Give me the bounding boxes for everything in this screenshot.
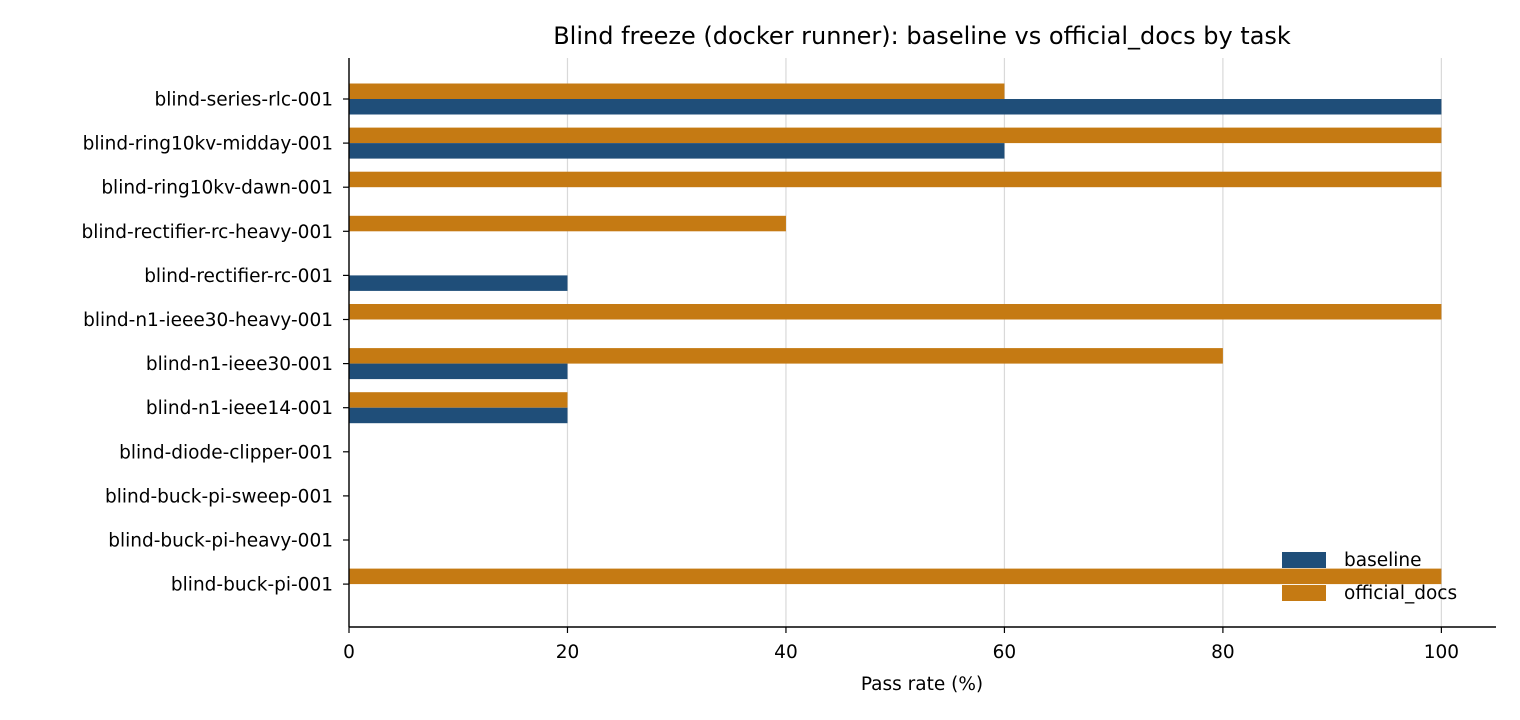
x-tick-label: 100 xyxy=(1424,642,1459,663)
y-tick-label: blind-ring10kv-dawn-001 xyxy=(101,178,333,199)
chart-title: Blind freeze (docker runner): baseline v… xyxy=(553,22,1291,50)
x-tick-label: 60 xyxy=(993,642,1017,663)
axes xyxy=(343,58,1496,633)
bar-official-docs xyxy=(349,304,1442,320)
bar-baseline xyxy=(349,363,568,380)
y-tick-label: blind-buck-pi-001 xyxy=(171,575,333,596)
bar-official-docs xyxy=(349,83,1005,99)
legend-swatch xyxy=(1282,585,1326,601)
legend: baseline official_docs xyxy=(1282,550,1457,604)
legend-swatch xyxy=(1282,552,1326,568)
x-tick-label: 40 xyxy=(774,642,798,663)
x-tick-label: 80 xyxy=(1211,642,1235,663)
y-tick-label: blind-rectifier-rc-heavy-001 xyxy=(82,222,334,243)
x-axis-label: Pass rate (%) xyxy=(861,674,983,695)
bar-official-docs xyxy=(349,568,1442,585)
y-tick-label: blind-buck-pi-sweep-001 xyxy=(105,486,333,507)
y-tick-label: blind-series-rlc-001 xyxy=(154,90,333,111)
x-tick-labels: 0 20 40 60 80 100 xyxy=(343,642,1459,663)
y-tick-label: blind-n1-ieee30-heavy-001 xyxy=(83,310,333,331)
y-tick-label: blind-n1-ieee14-001 xyxy=(146,398,333,419)
bars xyxy=(349,83,1442,585)
bar-baseline xyxy=(349,143,1005,159)
y-tick-label: blind-ring10kv-midday-001 xyxy=(83,134,333,155)
y-tick-labels: blind-series-rlc-001 blind-ring10kv-midda… xyxy=(82,90,334,596)
legend-label: official_docs xyxy=(1344,583,1457,604)
bar-baseline xyxy=(349,275,568,291)
bar-official-docs xyxy=(349,392,568,408)
y-tick-label: blind-buck-pi-heavy-001 xyxy=(108,531,333,552)
y-tick-label: blind-n1-ieee30-001 xyxy=(146,354,333,375)
bar-baseline xyxy=(349,407,568,424)
legend-label: baseline xyxy=(1344,550,1422,571)
bar-baseline xyxy=(349,99,1442,115)
bar-official-docs xyxy=(349,348,1223,364)
bar-official-docs xyxy=(349,215,786,232)
y-tick-label: blind-diode-clipper-001 xyxy=(119,442,333,463)
x-tick-label: 20 xyxy=(556,642,580,663)
y-tick-label: blind-rectifier-rc-001 xyxy=(144,266,333,287)
bar-official-docs xyxy=(349,171,1442,188)
bar-official-docs xyxy=(349,127,1442,144)
x-tick-label: 0 xyxy=(343,642,355,663)
